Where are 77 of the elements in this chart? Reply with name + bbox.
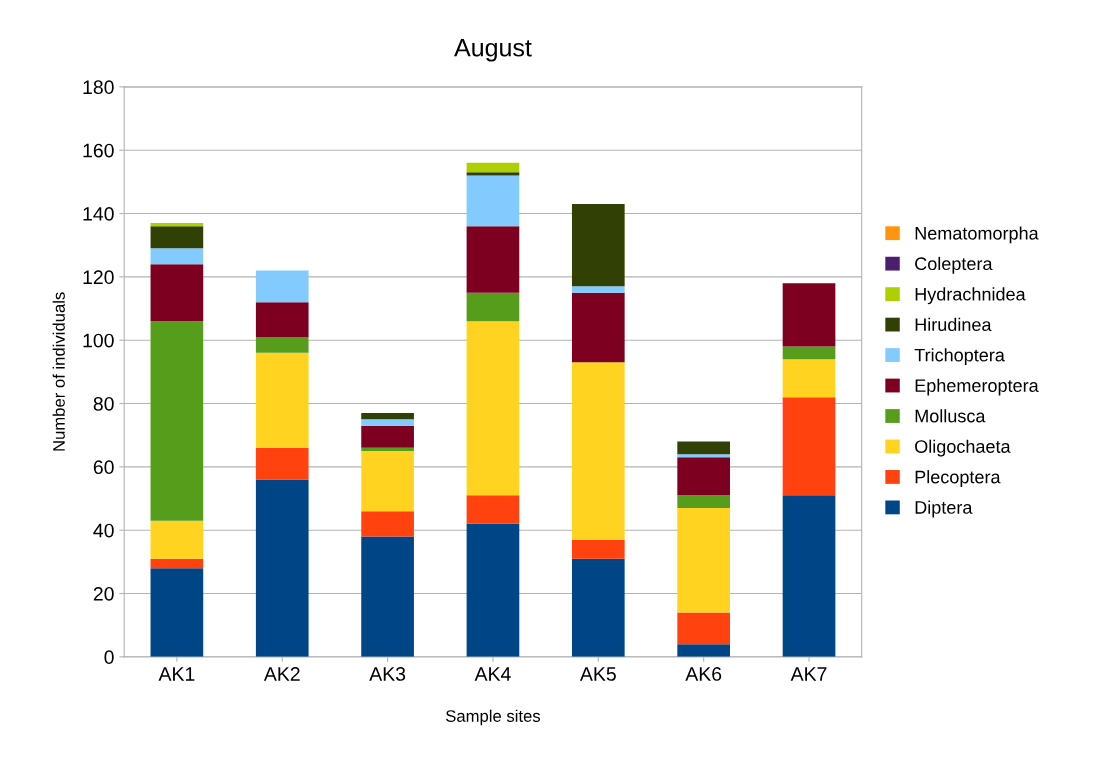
bar xyxy=(361,451,414,512)
x-tick-label: AK5 xyxy=(579,667,616,681)
bar xyxy=(782,346,836,360)
legend-label: Hirudinea xyxy=(915,317,992,332)
legend-label: Nematomorpha xyxy=(915,226,1039,244)
y-axis-title: Number of individuals xyxy=(52,292,65,451)
bar xyxy=(150,321,204,521)
bar xyxy=(361,425,414,448)
bar xyxy=(150,520,204,559)
x-tick-label: AK2 xyxy=(263,667,300,681)
legend-label: Diptera xyxy=(915,500,973,518)
bar xyxy=(361,511,414,537)
bar xyxy=(150,568,204,657)
bar xyxy=(677,644,730,657)
bar xyxy=(677,441,730,455)
x-tick-label: AK4 xyxy=(474,667,511,681)
bar xyxy=(361,447,414,452)
bar xyxy=(571,204,625,287)
bar xyxy=(571,362,625,540)
bar xyxy=(571,286,625,293)
y-tick-label: 180 xyxy=(83,80,114,95)
y-tick-label: 120 xyxy=(83,270,114,285)
legend-label: Coleptera xyxy=(915,256,993,274)
bar xyxy=(677,508,730,613)
y-tick-label: 80 xyxy=(93,396,114,411)
y-tick-label: 40 xyxy=(93,523,114,538)
bar xyxy=(466,226,520,293)
bar xyxy=(255,352,309,448)
x-tick-label: AK6 xyxy=(685,667,722,681)
bar xyxy=(361,536,414,657)
x-tick-label: AK3 xyxy=(369,667,406,681)
bar xyxy=(150,223,204,227)
bar xyxy=(361,419,414,426)
bar xyxy=(677,612,730,645)
bar xyxy=(782,397,836,496)
x-tick-label: AK1 xyxy=(158,667,195,681)
bar xyxy=(466,495,520,524)
legend-label: Plecoptera xyxy=(915,470,1001,487)
y-tick-label: 60 xyxy=(93,460,114,475)
bar xyxy=(782,495,836,657)
legend-label: Trichoptera xyxy=(914,348,1005,366)
bar xyxy=(782,359,836,398)
x-tick-label: AK7 xyxy=(790,667,827,681)
bar xyxy=(255,302,309,338)
y-tick-label: 140 xyxy=(83,207,114,221)
bar xyxy=(466,292,520,322)
chart-title: August xyxy=(454,39,532,62)
y-tick-label: 100 xyxy=(83,333,114,348)
bar xyxy=(466,523,520,657)
bar xyxy=(677,495,730,509)
bar xyxy=(782,283,836,347)
legend-label: Mollusca xyxy=(915,409,986,423)
y-tick-label: 20 xyxy=(93,586,114,601)
bar xyxy=(466,175,520,227)
bar xyxy=(571,292,625,363)
x-axis-title: Sample sites xyxy=(446,709,541,726)
bar xyxy=(150,226,204,249)
bar xyxy=(255,270,309,303)
y-tick-label: 0 xyxy=(104,650,114,665)
legend-label: Hydrachnidea xyxy=(915,287,1026,305)
legend-label: Ephemeroptera xyxy=(915,378,1039,396)
bar xyxy=(255,479,309,657)
bar xyxy=(677,457,730,496)
legend-label: Oligochaeta xyxy=(915,439,1011,457)
bar xyxy=(361,413,414,420)
bar xyxy=(466,162,520,173)
bar xyxy=(677,454,730,458)
bar xyxy=(255,337,309,353)
bar xyxy=(571,539,625,559)
bar xyxy=(255,447,309,480)
bar xyxy=(150,558,204,569)
bar xyxy=(466,321,520,496)
y-tick-label: 160 xyxy=(83,143,114,158)
bar xyxy=(150,248,204,265)
bar xyxy=(466,172,520,176)
bar xyxy=(150,264,204,322)
bar xyxy=(571,558,625,657)
